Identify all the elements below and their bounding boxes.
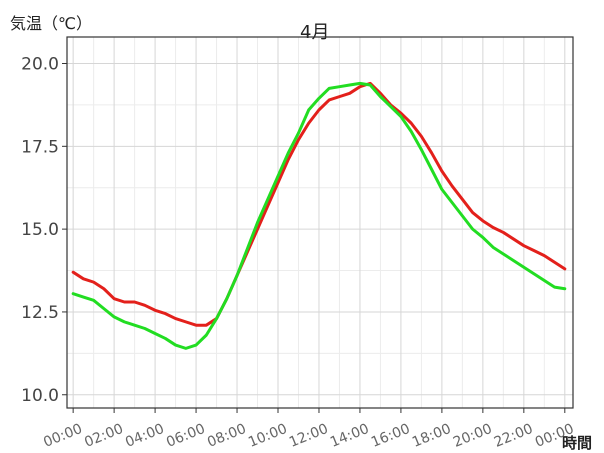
- x-tick-label: 04:00: [123, 421, 166, 450]
- y-axis-title: 気温（℃）: [10, 14, 92, 33]
- x-tick-label: 20:00: [451, 421, 494, 450]
- x-tick-label: 00:00: [533, 421, 576, 450]
- chart-title: 4月: [300, 22, 330, 43]
- y-tick-label: 15.0: [21, 220, 59, 240]
- x-axis-title: 時間: [562, 434, 593, 452]
- y-tick-label: 20.0: [21, 55, 59, 75]
- x-tick-label: 12:00: [287, 421, 330, 450]
- x-tick-label: 22:00: [492, 421, 535, 450]
- series-line-1: [71, 81, 567, 327]
- x-tick-label: 16:00: [369, 421, 412, 450]
- y-tick-label: 10.0: [21, 386, 59, 406]
- x-tick-label: 14:00: [328, 421, 371, 450]
- series-line-2: [71, 81, 567, 350]
- series-layer: [71, 81, 567, 350]
- x-tick-label: 10:00: [246, 421, 289, 450]
- x-tick-label: 00:00: [41, 421, 84, 450]
- x-tick-label: 08:00: [205, 421, 248, 450]
- x-tick-label: 02:00: [82, 421, 125, 450]
- y-tick-label: 12.5: [21, 303, 59, 323]
- plot-frame: [66, 36, 574, 409]
- x-tick-label: 18:00: [410, 421, 453, 450]
- x-tick-label: 06:00: [164, 421, 207, 450]
- grid-layer: [67, 37, 573, 408]
- y-tick-label: 17.5: [21, 137, 59, 157]
